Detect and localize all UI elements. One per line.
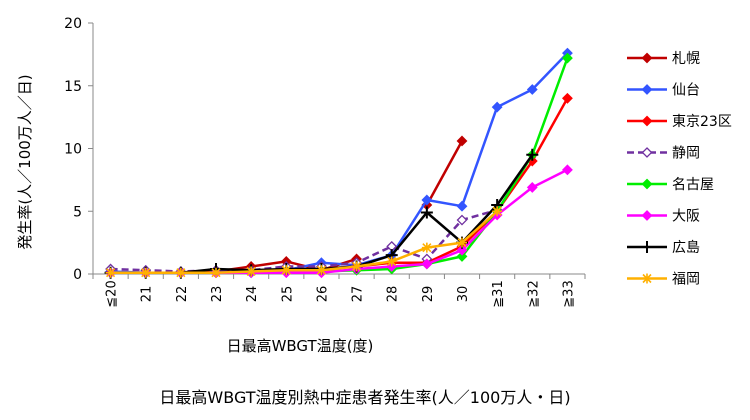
legend-marker	[641, 84, 653, 95]
legend-item: 広島	[627, 240, 700, 256]
legend-item: 札幌	[627, 51, 700, 67]
series-line	[110, 52, 569, 274]
y-tick-label: 10	[64, 142, 82, 158]
data-point	[281, 265, 292, 276]
data-point	[456, 200, 468, 212]
series-line	[110, 168, 568, 274]
data-point	[562, 52, 573, 64]
legend-label: 静岡	[672, 146, 700, 162]
data-point	[351, 261, 362, 272]
y-axis-label: 発生率(人／100万人／日)	[16, 74, 34, 249]
data-point	[492, 206, 503, 217]
data-point	[105, 267, 116, 278]
legend-item: 静岡	[627, 146, 700, 162]
legend-marker	[641, 241, 653, 253]
legend-marker	[641, 52, 653, 64]
x-tick-label: ≦20	[105, 280, 120, 307]
x-tick-label: 21	[140, 286, 155, 303]
x-tick-label: 24	[245, 286, 260, 303]
series-6	[105, 164, 573, 279]
x-tick-label: 25	[280, 286, 295, 303]
data-point	[456, 251, 468, 262]
y-tick-label: 5	[73, 204, 82, 220]
legend-label: 福岡	[672, 272, 700, 288]
legend-label: 名古屋	[672, 177, 714, 193]
x-tick-label: 28	[386, 286, 401, 303]
data-point	[140, 267, 151, 278]
series-1	[105, 135, 468, 279]
x-axis-label: 日最高WBGT温度(度)	[227, 337, 374, 355]
data-point	[456, 214, 468, 226]
x-tick-label: 23	[210, 286, 225, 303]
data-point	[421, 194, 433, 206]
x-tick-label: ≧32	[526, 280, 541, 307]
data-point	[562, 164, 573, 176]
x-tick-label: 27	[351, 286, 366, 303]
legend-label: 広島	[672, 240, 700, 256]
legend-marker	[641, 210, 653, 221]
y-tick-label: 0	[73, 267, 82, 283]
y-tick-label: 20	[64, 16, 82, 32]
y-tick-label: 15	[64, 79, 82, 95]
data-point	[386, 256, 397, 267]
data-point	[491, 101, 503, 113]
legend-marker	[641, 115, 653, 127]
x-tick-label: ≧33	[561, 280, 576, 307]
data-point	[457, 237, 467, 248]
legend-item: 名古屋	[627, 177, 714, 193]
legend-label: 東京23区	[672, 114, 732, 130]
legend-item: 東京23区	[627, 114, 732, 130]
series-line	[110, 57, 569, 274]
series-4	[105, 204, 503, 277]
x-tick-label: ≧31	[491, 280, 506, 307]
series-3	[105, 92, 573, 279]
legend-marker	[641, 178, 653, 190]
series-8	[105, 206, 503, 278]
series-layer	[104, 47, 573, 279]
legend-label: 仙台	[672, 83, 700, 99]
series-line	[110, 208, 498, 273]
x-tick-label: 26	[315, 286, 330, 303]
series-line	[110, 154, 534, 274]
data-point	[526, 181, 538, 193]
data-point	[421, 242, 432, 253]
x-tick-label: 29	[421, 286, 436, 303]
data-point	[456, 135, 468, 147]
legend-item: 仙台	[627, 83, 700, 99]
data-point	[526, 148, 539, 161]
data-point	[420, 206, 433, 219]
x-tick-label: 30	[456, 286, 471, 303]
data-point	[246, 266, 257, 277]
data-point	[316, 265, 327, 276]
legend-label: 札幌	[672, 51, 700, 67]
legend-marker	[641, 147, 653, 158]
data-point	[175, 267, 186, 278]
data-point	[456, 244, 468, 256]
x-tick-label: 22	[175, 286, 190, 303]
data-point	[211, 267, 221, 278]
data-point	[562, 92, 573, 104]
data-point	[526, 84, 538, 95]
axes: 0 5 10 15 20 ≦20 21 22 23 24 25 26 27 28 29 30 ≧31 ≧32 ≧33	[64, 16, 586, 308]
legend-item: 大阪	[627, 209, 700, 225]
legend-label: 大阪	[672, 209, 700, 225]
data-point	[421, 258, 433, 270]
series-2	[105, 47, 573, 279]
series-line	[110, 97, 569, 274]
legend-marker	[642, 273, 652, 284]
series-line	[110, 210, 498, 274]
legend-item: 福岡	[627, 272, 700, 288]
chart-title: 日最高WBGT温度別熱中症患者発生率(人／100万人・日)	[159, 388, 570, 407]
series-5	[105, 52, 573, 279]
